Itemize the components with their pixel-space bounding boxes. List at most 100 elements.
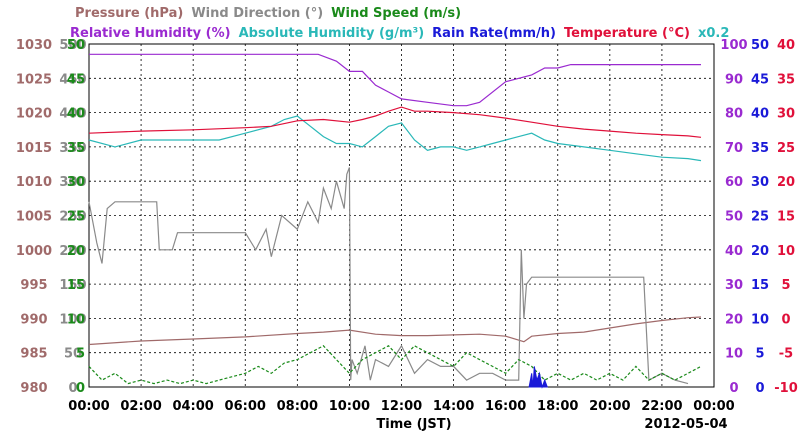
series-layer [88, 53, 702, 389]
tick-label-temp: 10 [777, 244, 795, 259]
tick-label-pressure: 980 [20, 381, 47, 396]
tick-label-temp: 25 [777, 141, 795, 156]
x-tick-label: 14:00 [433, 399, 474, 414]
x-tick-label: 02:00 [120, 399, 161, 414]
tick-label-rain: 15 [751, 278, 769, 293]
x-axis-label: Time (JST) [376, 417, 451, 432]
tick-label-wind_dir: 300 [59, 175, 86, 190]
tick-label-rh: 20 [725, 312, 743, 327]
header-label: Temperature (°C) [564, 26, 690, 41]
x-tick-label: 18:00 [537, 399, 578, 414]
tick-label-wind_speed: 0 [76, 381, 85, 396]
tick-label-wind_speed: 10 [67, 312, 85, 327]
tick-label-temp: 0 [781, 312, 790, 327]
tick-label-wind_dir: 200 [59, 244, 86, 259]
tick-label-rain: 10 [751, 312, 769, 327]
tick-label-temp: -5 [779, 347, 793, 362]
tick-label-pressure: 1005 [16, 210, 52, 225]
chart-date: 2012-05-04 [644, 417, 727, 432]
tick-label-pressure: 1015 [16, 141, 52, 156]
header-label: Wind Direction (°) [191, 6, 323, 21]
x-tick-label: 06:00 [225, 399, 266, 414]
x-tick-label: 16:00 [485, 399, 526, 414]
tick-label-rh: 90 [725, 72, 743, 87]
tick-label-rain: 45 [751, 72, 769, 87]
series-temperature [88, 106, 702, 138]
tick-label-wind_dir: 100 [59, 312, 86, 327]
x-tick-label: 12:00 [381, 399, 422, 414]
header-label: Wind Speed (m/s) [331, 6, 461, 21]
tick-label-pressure: 1025 [16, 72, 52, 87]
header-label: x0.2 [698, 26, 729, 41]
tick-label-wind_dir: 150 [59, 278, 86, 293]
tick-label-wind_speed: 30 [67, 175, 85, 190]
x-tick-label: 00:00 [693, 399, 734, 414]
tick-label-pressure: 995 [20, 278, 47, 293]
tick-label-pressure: 990 [20, 312, 47, 327]
tick-label-wind_dir: 0 [68, 381, 77, 396]
tick-label-rh: 30 [725, 278, 743, 293]
header-line1: Pressure (hPa) Wind Direction (°) Wind Spe… [75, 6, 461, 21]
series-absolute-humidity [88, 115, 702, 162]
tick-label-wind_speed: 45 [67, 72, 85, 87]
tick-label-rh: 50 [725, 210, 743, 225]
tick-label-temp: 15 [777, 210, 795, 225]
tick-label-wind_dir: 400 [59, 107, 86, 122]
header-label: Rain Rate(mm/h) [432, 26, 556, 41]
x-tick-label: 22:00 [641, 399, 682, 414]
series-relative-humidity [89, 53, 701, 107]
tick-label-temp: 30 [777, 107, 795, 122]
header-line2: Relative Humidity (%) Absolute Humidity (… [70, 26, 729, 41]
tick-label-wind_speed: 40 [67, 107, 85, 122]
series-wind-direction [88, 167, 689, 385]
tick-label-wind_speed: 25 [67, 210, 85, 225]
tick-label-rain: 0 [755, 381, 764, 396]
tick-label-temp: 35 [777, 72, 795, 87]
series-wind-speed [88, 345, 702, 385]
tick-label-temp: 20 [777, 175, 795, 190]
tick-label-temp: -10 [774, 381, 798, 396]
tick-label-wind_dir: 250 [59, 210, 86, 225]
tick-label-wind_speed: 20 [67, 244, 85, 259]
tick-label-wind_dir: 450 [59, 72, 86, 87]
tick-label-rh: 10 [725, 347, 743, 362]
tick-label-wind_speed: 35 [67, 141, 85, 156]
tick-label-rain: 5 [755, 347, 764, 362]
tick-label-rh: 70 [725, 141, 743, 156]
tick-label-pressure: 1030 [16, 38, 52, 53]
tick-label-rh: 60 [725, 175, 743, 190]
tick-label-wind_dir: 50 [64, 347, 82, 362]
tick-label-wind_dir: 500 [59, 38, 86, 53]
tick-label-pressure: 1020 [16, 107, 52, 122]
tick-label-pressure: 1010 [16, 175, 52, 190]
tick-label-wind_dir: 350 [59, 141, 86, 156]
tick-label-rh: 0 [729, 381, 738, 396]
tick-label-temp: 5 [781, 278, 790, 293]
tick-label-wind_speed: 50 [67, 38, 85, 53]
axis-labels: 1030102510201015101010051000995990985980… [16, 38, 798, 414]
tick-label-rain: 40 [751, 107, 769, 122]
header-label: Relative Humidity (%) [70, 26, 231, 41]
tick-label-rain: 35 [751, 141, 769, 156]
tick-label-rh: 40 [725, 244, 743, 259]
tick-label-rain: 25 [751, 210, 769, 225]
series-pressure [88, 316, 702, 346]
tick-label-rain: 30 [751, 175, 769, 190]
x-tick-label: 04:00 [172, 399, 213, 414]
tick-label-rain: 50 [751, 38, 769, 53]
tick-label-wind_speed: 15 [67, 278, 85, 293]
grid [89, 44, 714, 387]
tick-label-pressure: 1000 [16, 244, 52, 259]
tick-label-rh: 80 [725, 107, 743, 122]
tick-label-pressure: 985 [20, 347, 47, 362]
header-label: Absolute Humidity (g/m³) [239, 26, 425, 41]
series-rain-rate [528, 366, 549, 389]
tick-label-rh: 100 [720, 38, 747, 53]
tick-label-rain: 20 [751, 244, 769, 259]
x-tick-label: 20:00 [589, 399, 630, 414]
tick-label-wind_speed: 5 [76, 347, 85, 362]
tick-label-temp: 40 [777, 38, 795, 53]
x-tick-label: 08:00 [277, 399, 318, 414]
x-tick-label: 00:00 [68, 399, 109, 414]
